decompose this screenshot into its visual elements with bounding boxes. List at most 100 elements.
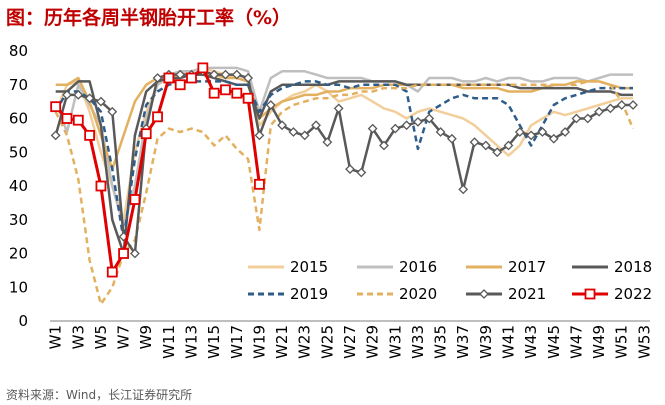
point-2022 [152, 111, 163, 123]
x-tick-label: W19 [250, 325, 268, 359]
line-2021 [54, 70, 633, 255]
point-2022 [129, 194, 141, 205]
series-2021 [50, 66, 638, 259]
point-2021 [560, 127, 571, 137]
point-2021 [345, 164, 355, 175]
point-2022 [208, 87, 220, 99]
chart-title: 图：历年各周半钢胎开工率（%） [6, 7, 292, 29]
point-2021 [50, 130, 61, 141]
point-2021 [62, 89, 72, 100]
y-tick-label: 80 [9, 42, 28, 60]
x-tick-label: W23 [296, 325, 314, 359]
point-2022 [140, 128, 152, 140]
point-2021 [73, 89, 84, 100]
point-2022 [72, 114, 84, 126]
source-note: 资料来源：Wind，长江证券研究所 [6, 388, 193, 402]
point-2021 [288, 127, 299, 137]
x-tick-label: W3 [69, 325, 87, 349]
line-2017 [55, 73, 633, 171]
point-2021 [628, 100, 638, 110]
point-2021 [277, 120, 287, 131]
legend-label: 2017 [508, 258, 546, 276]
x-tick-label: W33 [409, 325, 427, 359]
line-2020 [54, 80, 635, 306]
y-tick-label: 30 [9, 211, 28, 229]
point-2022 [106, 266, 118, 278]
legend-item-2020: 2020 [357, 285, 437, 303]
point-2021 [526, 130, 537, 141]
series-2022 [50, 62, 265, 278]
series-2020 [54, 80, 635, 306]
point-2021 [107, 106, 118, 117]
x-tick-label: W49 [590, 325, 608, 359]
point-2021 [616, 100, 627, 110]
x-tick-label: W17 [228, 325, 246, 359]
point-2022 [231, 87, 243, 99]
point-2021 [379, 140, 389, 151]
legend-item-2017: 2017 [466, 258, 546, 276]
point-2021 [458, 184, 469, 195]
x-tick-label: W35 [432, 325, 450, 359]
y-tick-label: 60 [9, 110, 28, 128]
point-2021 [311, 120, 321, 131]
legend-item-2021: 2021 [466, 285, 546, 303]
point-2021 [424, 113, 435, 124]
point-2022 [50, 101, 62, 113]
point-2022 [95, 180, 107, 192]
x-tick-label: W45 [545, 325, 563, 359]
x-tick-label: W11 [160, 325, 178, 359]
y-tick-label: 20 [9, 245, 28, 263]
y-tick-label: 70 [9, 76, 28, 94]
point-2021 [356, 167, 367, 178]
point-2021 [435, 127, 446, 137]
series-2018 [55, 73, 633, 255]
point-2022 [197, 62, 209, 74]
point-2021 [469, 137, 480, 148]
point-2021 [265, 100, 276, 110]
point-2021 [84, 93, 95, 104]
point-2022 [242, 92, 254, 104]
point-2021 [503, 140, 514, 151]
point-2021 [129, 248, 140, 259]
point-2021 [492, 147, 503, 158]
x-tick-label: W1 [47, 325, 65, 349]
point-2022 [163, 72, 175, 84]
x-tick-label: W51 [613, 325, 631, 359]
legend-item-2016: 2016 [357, 258, 437, 276]
legend-label: 2016 [399, 258, 437, 276]
legend-label: 2019 [290, 285, 328, 303]
series-2017 [55, 73, 633, 171]
x-tick-label: W31 [386, 325, 404, 359]
y-tick-label: 0 [18, 312, 28, 330]
x-tick-label: W13 [183, 325, 201, 359]
legend-item-2018: 2018 [572, 258, 652, 276]
point-2022 [220, 84, 231, 96]
point-2021 [582, 113, 593, 124]
legend-label: 2018 [614, 258, 652, 276]
point-2021 [152, 73, 163, 83]
point-2021 [514, 127, 525, 137]
point-2021 [367, 123, 378, 134]
legend-label: 2021 [508, 285, 546, 303]
x-tick-label: W29 [364, 325, 382, 359]
point-2021 [231, 69, 242, 80]
point-2021 [220, 69, 231, 80]
point-2021 [333, 103, 344, 114]
point-2021 [96, 96, 106, 107]
y-tick-label: 50 [9, 143, 28, 161]
legend-item-2015: 2015 [248, 258, 328, 276]
y-tick-label: 10 [9, 278, 28, 296]
legend-label: 2022 [614, 285, 652, 303]
x-tick-label: W37 [454, 325, 472, 359]
point-2021 [413, 116, 423, 127]
point-2021 [446, 133, 457, 144]
x-tick-label: W21 [273, 325, 291, 359]
x-tick-label: W39 [477, 325, 495, 359]
point-2021 [401, 120, 412, 131]
point-2022 [584, 288, 596, 300]
point-2021 [209, 69, 220, 80]
x-tick-label: W27 [341, 325, 359, 359]
point-2022 [254, 178, 265, 190]
point-2021 [548, 133, 559, 144]
point-2021 [594, 106, 604, 117]
